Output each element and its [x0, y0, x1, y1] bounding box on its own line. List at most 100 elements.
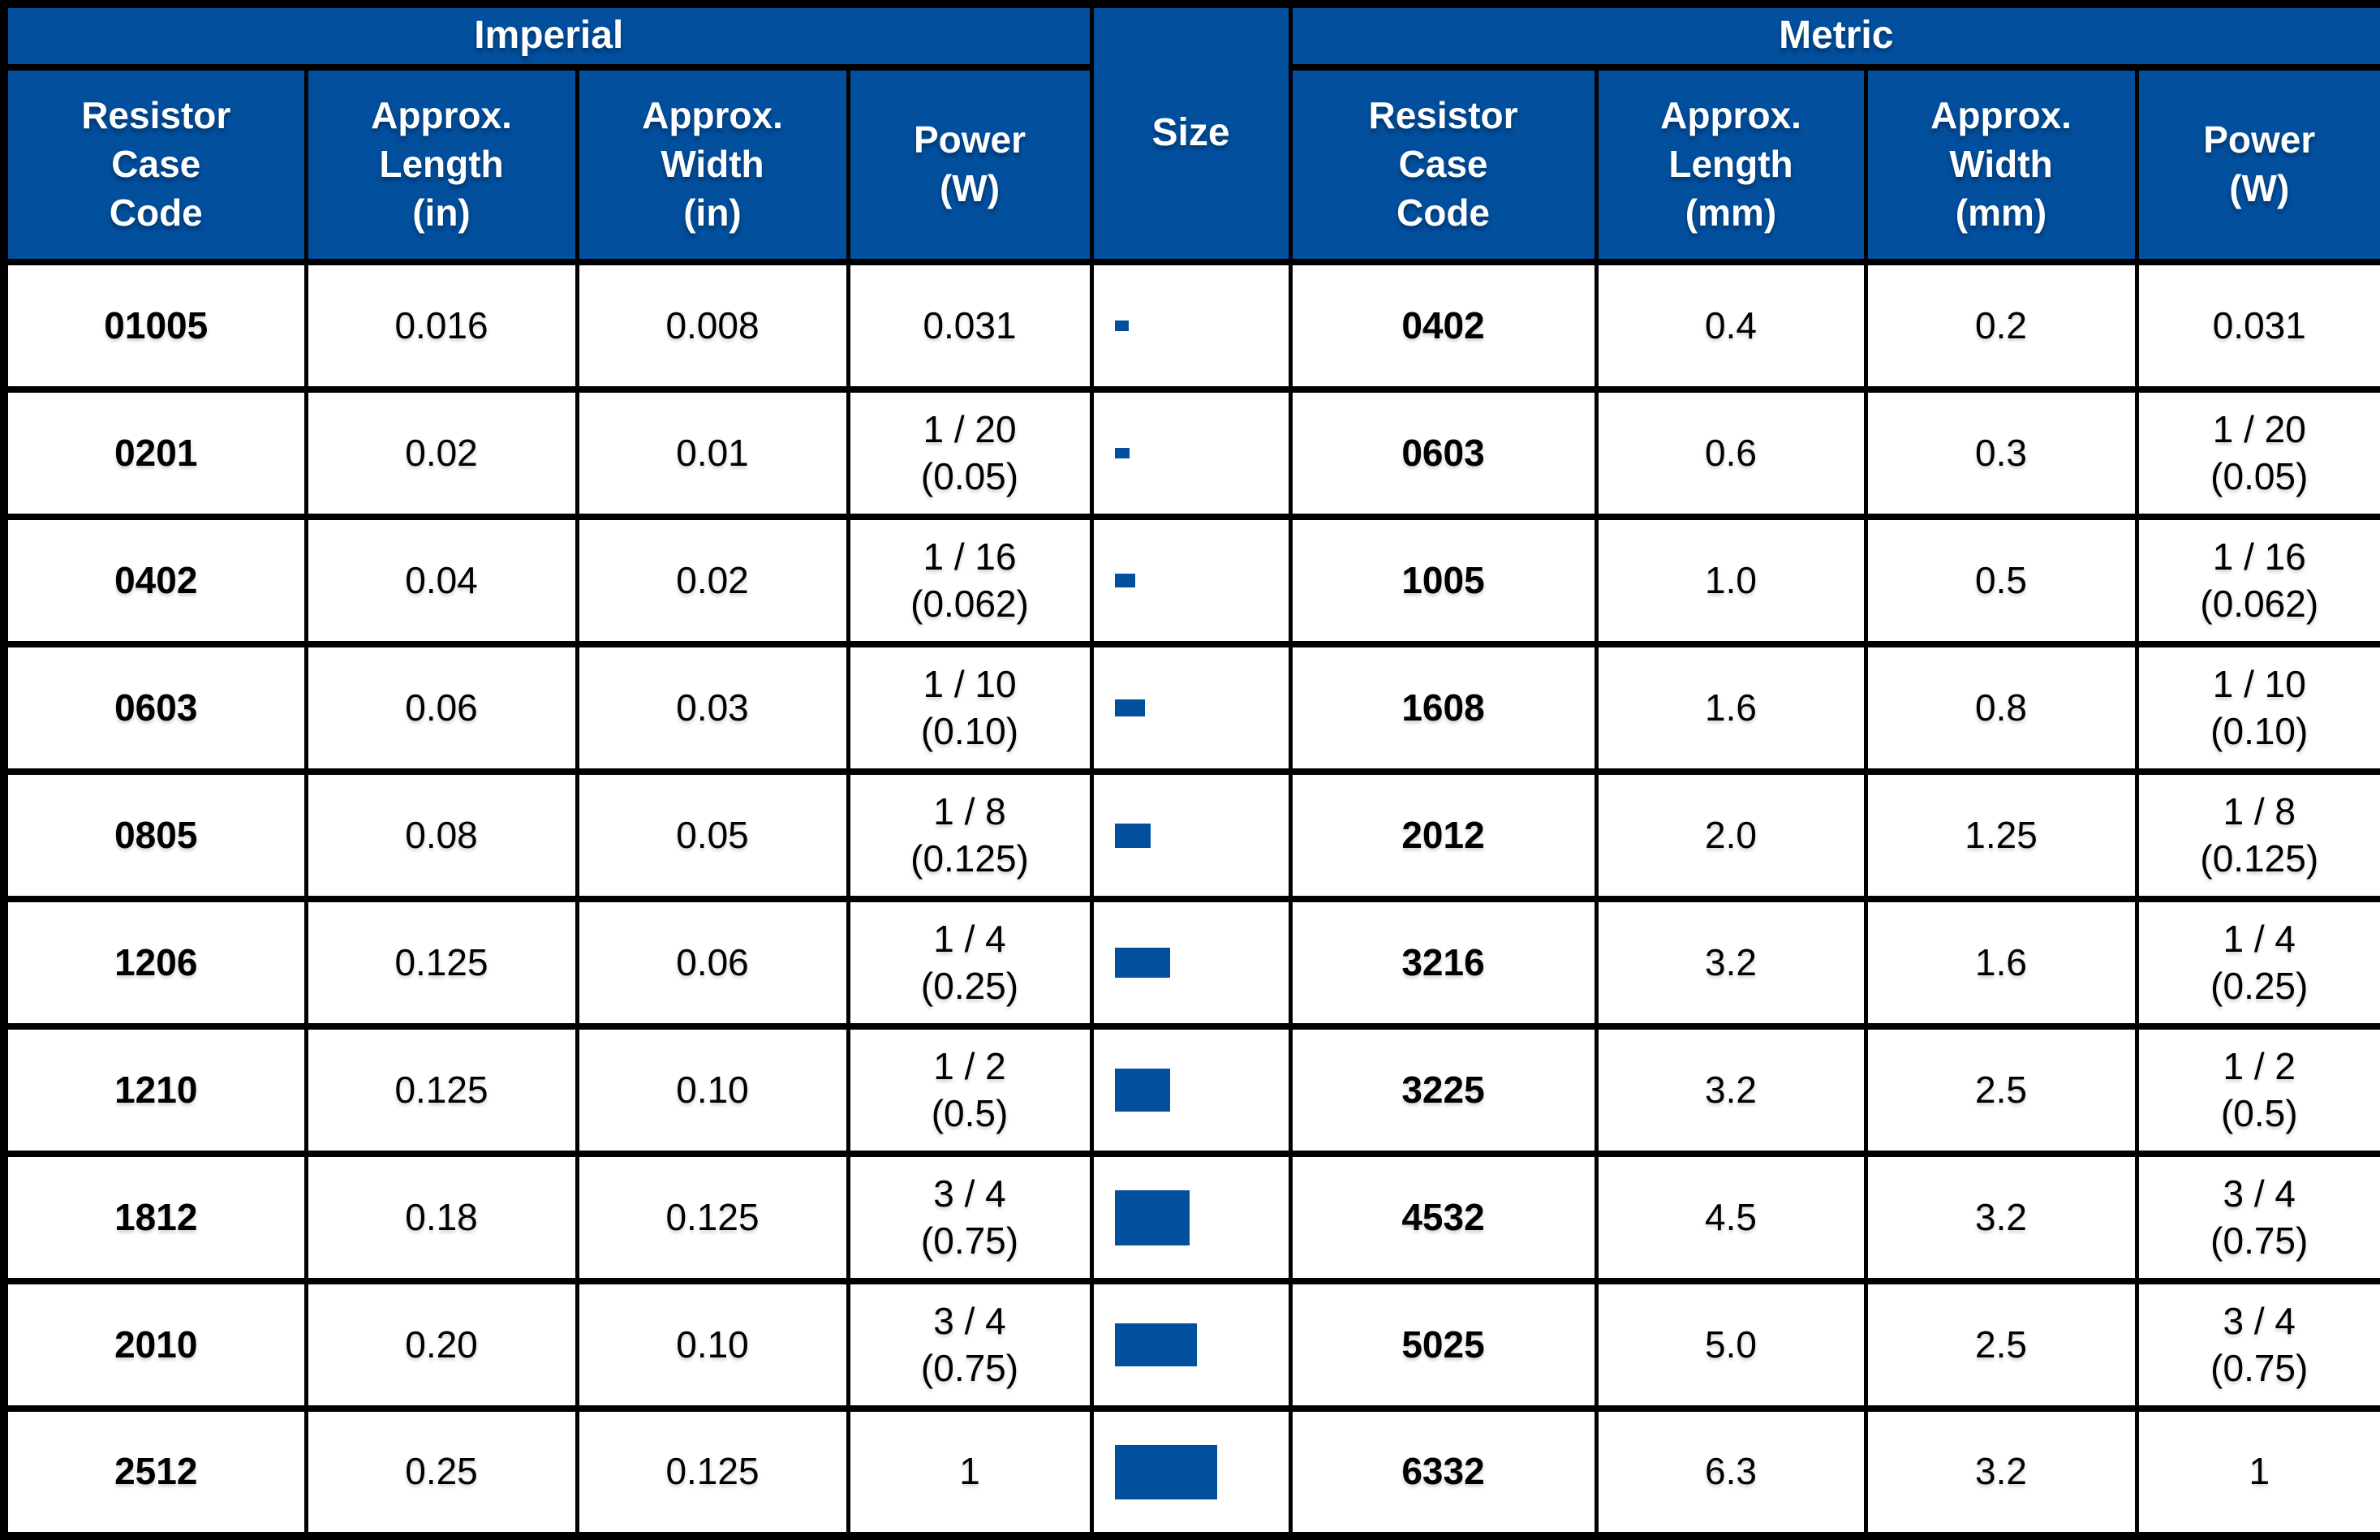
resistor-size-swatch: [1114, 1069, 1170, 1112]
imperial-width: 0.05: [575, 768, 850, 902]
imperial-case-code: 1206: [2, 896, 308, 1030]
metric-length-column-header: Approx. Length (mm): [1594, 64, 1868, 265]
table-row: 1210 0.125 0.10 1 / 2 (0.5) 3225 3.2 2.5…: [2, 1023, 2380, 1157]
size-cell: [1089, 259, 1293, 393]
imperial-length: 0.06: [303, 641, 579, 775]
imperial-length: 0.016: [303, 259, 579, 393]
imperial-width: 0.125: [575, 1151, 850, 1284]
imperial-case-code: 0402: [2, 514, 308, 647]
metric-width: 3.2: [1863, 1405, 2139, 1539]
table-row: 1812 0.18 0.125 3 / 4 (0.75) 4532 4.5 3.…: [2, 1151, 2380, 1284]
imperial-section-header: Imperial: [2, 1, 1094, 71]
resistor-size-swatch: [1114, 448, 1130, 458]
metric-width: 0.2: [1863, 259, 2139, 393]
size-cell: [1089, 386, 1293, 520]
imperial-case-code: 2010: [2, 1278, 308, 1412]
metric-power: 1 / 16 (0.062): [2134, 514, 2380, 647]
metric-case-code: 1608: [1288, 641, 1599, 775]
imperial-width: 0.02: [575, 514, 850, 647]
metric-power: 0.031: [2134, 259, 2380, 393]
table-row: 0805 0.08 0.05 1 / 8 (0.125) 2012 2.0 1.…: [2, 768, 2380, 902]
size-cell: [1089, 1151, 1293, 1284]
table-row: 01005 0.016 0.008 0.031 0402 0.4 0.2 0.0…: [2, 259, 2380, 393]
metric-length: 2.0: [1594, 768, 1868, 902]
imperial-width-column-header: Approx. Width (in): [575, 64, 850, 265]
metric-power: 1: [2134, 1405, 2380, 1539]
imperial-case-code: 0201: [2, 386, 308, 520]
imperial-case-code: 0805: [2, 768, 308, 902]
table-row: 0603 0.06 0.03 1 / 10 (0.10) 1608 1.6 0.…: [2, 641, 2380, 775]
metric-power-column-header: Power (W): [2134, 64, 2380, 265]
imperial-width: 0.125: [575, 1405, 850, 1539]
resistor-size-swatch: [1114, 320, 1129, 331]
imperial-length-column-header: Approx. Length (in): [303, 64, 579, 265]
imperial-case-code: 2512: [2, 1405, 308, 1539]
metric-width-column-header: Approx. Width (mm): [1863, 64, 2139, 265]
imperial-length: 0.20: [303, 1278, 579, 1412]
size-cell: [1089, 768, 1293, 902]
imperial-case-code: 1210: [2, 1023, 308, 1157]
metric-case-code: 0603: [1288, 386, 1599, 520]
resistor-size-swatch: [1114, 823, 1151, 848]
resistor-size-swatch: [1114, 1189, 1190, 1245]
metric-length: 5.0: [1594, 1278, 1868, 1412]
size-cell: [1089, 514, 1293, 647]
resistor-size-swatch: [1114, 1323, 1197, 1366]
metric-length: 3.2: [1594, 896, 1868, 1030]
metric-power: 3 / 4 (0.75): [2134, 1278, 2380, 1412]
imperial-power: 1 / 16 (0.062): [846, 514, 1094, 647]
imperial-length: 0.25: [303, 1405, 579, 1539]
metric-length: 6.3: [1594, 1405, 1868, 1539]
imperial-case-code-column-header: Resistor Case Code: [2, 64, 308, 265]
imperial-power: 1 / 2 (0.5): [846, 1023, 1094, 1157]
metric-width: 1.25: [1863, 768, 2139, 902]
metric-case-code: 4532: [1288, 1151, 1599, 1284]
imperial-case-code: 01005: [2, 259, 308, 393]
resistor-size-swatch: [1114, 948, 1170, 978]
metric-length: 0.4: [1594, 259, 1868, 393]
metric-width: 1.6: [1863, 896, 2139, 1030]
metric-case-code: 1005: [1288, 514, 1599, 647]
table-row: 0402 0.04 0.02 1 / 16 (0.062) 1005 1.0 0…: [2, 514, 2380, 647]
size-cell: [1089, 641, 1293, 775]
imperial-width: 0.06: [575, 896, 850, 1030]
imperial-length: 0.04: [303, 514, 579, 647]
metric-case-code: 0402: [1288, 259, 1599, 393]
metric-case-code-column-header: Resistor Case Code: [1288, 64, 1599, 265]
metric-case-code: 3216: [1288, 896, 1599, 1030]
imperial-power: 3 / 4 (0.75): [846, 1278, 1094, 1412]
metric-case-code: 6332: [1288, 1405, 1599, 1539]
metric-width: 0.8: [1863, 641, 2139, 775]
metric-case-code: 2012: [1288, 768, 1599, 902]
imperial-width: 0.01: [575, 386, 850, 520]
imperial-length: 0.02: [303, 386, 579, 520]
imperial-power: 1 / 4 (0.25): [846, 896, 1094, 1030]
size-column-header: Size: [1089, 1, 1293, 265]
metric-power: 1 / 2 (0.5): [2134, 1023, 2380, 1157]
imperial-width: 0.10: [575, 1023, 850, 1157]
table-row: 0201 0.02 0.01 1 / 20 (0.05) 0603 0.6 0.…: [2, 386, 2380, 520]
imperial-width: 0.10: [575, 1278, 850, 1412]
imperial-power: 1: [846, 1405, 1094, 1539]
table-row: 1206 0.125 0.06 1 / 4 (0.25) 3216 3.2 1.…: [2, 896, 2380, 1030]
table-row: 2010 0.20 0.10 3 / 4 (0.75) 5025 5.0 2.5…: [2, 1278, 2380, 1412]
metric-length: 1.0: [1594, 514, 1868, 647]
imperial-length: 0.125: [303, 1023, 579, 1157]
metric-width: 0.5: [1863, 514, 2139, 647]
table-row: 2512 0.25 0.125 1 6332 6.3 3.2 1: [2, 1405, 2380, 1539]
imperial-power-column-header: Power (W): [846, 64, 1094, 265]
imperial-width: 0.008: [575, 259, 850, 393]
size-cell: [1089, 1278, 1293, 1412]
size-cell: [1089, 896, 1293, 1030]
metric-length: 4.5: [1594, 1151, 1868, 1284]
imperial-power: 1 / 10 (0.10): [846, 641, 1094, 775]
metric-length: 1.6: [1594, 641, 1868, 775]
metric-power: 1 / 8 (0.125): [2134, 768, 2380, 902]
metric-width: 2.5: [1863, 1023, 2139, 1157]
imperial-power: 3 / 4 (0.75): [846, 1151, 1094, 1284]
imperial-case-code: 1812: [2, 1151, 308, 1284]
metric-section-header: Metric: [1288, 1, 2380, 71]
imperial-power: 0.031: [846, 259, 1094, 393]
metric-width: 3.2: [1863, 1151, 2139, 1284]
imperial-power: 1 / 8 (0.125): [846, 768, 1094, 902]
